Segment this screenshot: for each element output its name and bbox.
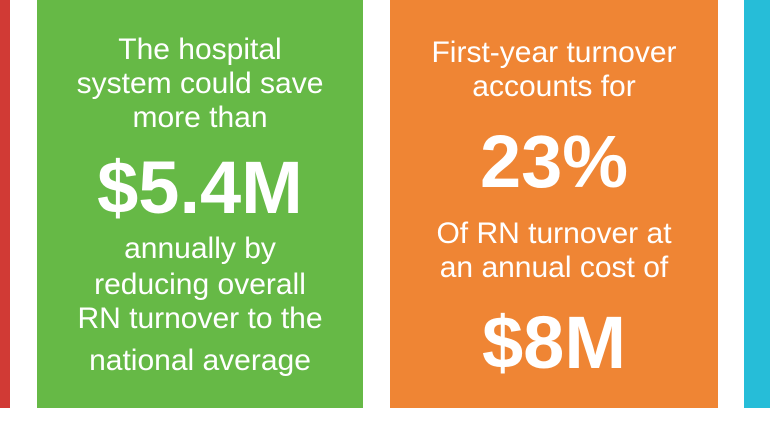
orange-figure-cost: $8M <box>482 301 626 384</box>
green-text-line-6: RN turnover to the <box>77 302 323 335</box>
green-text-line-5: reducing overall <box>94 268 306 301</box>
green-text-line-4: annually by <box>124 232 276 265</box>
orange-text-line-4: an annual cost of <box>439 251 669 284</box>
orange-text-line-1: First-year turnover <box>431 36 677 69</box>
orange-text-line-3: Of RN turnover at <box>436 217 672 250</box>
right-edge-panel <box>744 0 770 408</box>
green-stat-card: The hospital system could save more than… <box>37 0 363 408</box>
green-figure: $5.4M <box>97 146 303 229</box>
orange-stat-card: First-year turnover accounts for 23% Of … <box>390 0 718 408</box>
green-text-line-3: more than <box>132 101 268 134</box>
orange-text-line-2: accounts for <box>472 70 636 103</box>
orange-figure-percent: 23% <box>479 120 629 203</box>
green-text-line-7: national average <box>89 344 311 377</box>
green-text-line-2: system could save <box>76 67 324 100</box>
left-edge-panel <box>0 0 10 408</box>
green-text-line-1: The hospital <box>118 33 282 66</box>
